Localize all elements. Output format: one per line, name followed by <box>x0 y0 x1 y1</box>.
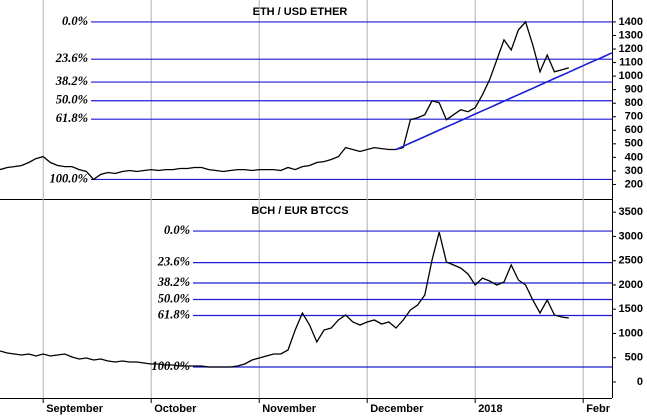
fib-level-label: 50.0% <box>56 93 88 107</box>
y-tick-label: 1300 <box>619 29 643 41</box>
y-tick-label: 200 <box>625 178 643 190</box>
y-tick-label: 700 <box>625 111 643 123</box>
y-tick-label: 500 <box>625 138 643 150</box>
fib-level-label: 0.0% <box>164 223 190 237</box>
y-tick-label: 1100 <box>619 56 643 68</box>
y-tick-label: 1500 <box>619 303 643 315</box>
fib-level-label: 0.0% <box>62 14 88 28</box>
y-tick-label: 1000 <box>619 70 643 82</box>
price-line <box>0 20 569 181</box>
y-tick-label: 2000 <box>619 279 643 291</box>
y-tick-label: 1000 <box>619 327 643 339</box>
y-tick-label: 400 <box>625 151 643 163</box>
fib-level-label: 61.8% <box>158 307 190 321</box>
y-tick-label: 0 <box>637 376 643 388</box>
price-line <box>395 52 613 151</box>
y-tick-label: 500 <box>625 352 643 364</box>
y-tick-label: 600 <box>625 124 643 136</box>
x-tick-label: October <box>154 403 197 415</box>
x-tick-label: Febr <box>586 403 611 415</box>
x-tick-label: 2018 <box>478 403 502 415</box>
fib-level-label: 61.8% <box>56 111 88 125</box>
x-tick-label: September <box>46 403 104 415</box>
fib-level-label: 50.0% <box>158 291 190 305</box>
y-tick-label: 1400 <box>619 16 643 28</box>
y-tick-label: 1200 <box>619 43 643 55</box>
fib-level-label: 100.0% <box>151 359 190 373</box>
y-tick-label: 300 <box>625 165 643 177</box>
fib-level-label: 100.0% <box>49 171 88 185</box>
price-line <box>0 231 569 368</box>
y-tick-label: 2500 <box>619 255 643 267</box>
chart-title: BCH / EUR BTCCS <box>251 205 348 217</box>
fib-level-label: 38.2% <box>157 275 190 289</box>
x-tick-label: November <box>262 403 317 415</box>
y-tick-label: 800 <box>625 97 643 109</box>
fib-level-label: 23.6% <box>157 254 190 268</box>
y-tick-label: 3000 <box>619 230 643 242</box>
y-tick-label: 900 <box>625 84 643 96</box>
fib-level-label: 38.2% <box>55 74 88 88</box>
fib-level-label: 23.6% <box>55 51 88 65</box>
x-tick-label: December <box>370 403 424 415</box>
y-tick-label: 3500 <box>619 206 643 218</box>
chart-title: ETH / USD ETHER <box>253 6 348 18</box>
